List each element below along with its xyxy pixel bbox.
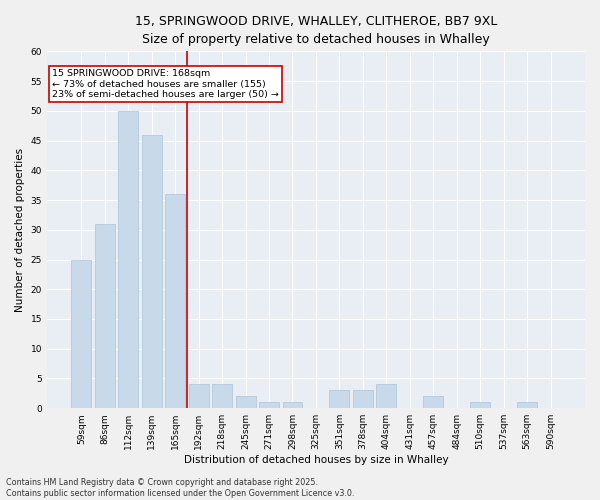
Bar	[71, 260, 91, 408]
Bar	[283, 402, 302, 408]
Bar	[212, 384, 232, 408]
Text: 15 SPRINGWOOD DRIVE: 168sqm
← 73% of detached houses are smaller (155)
23% of se: 15 SPRINGWOOD DRIVE: 168sqm ← 73% of det…	[52, 69, 279, 99]
Bar	[517, 402, 537, 408]
Bar	[188, 384, 209, 408]
Bar	[118, 111, 138, 408]
Bar	[142, 134, 162, 408]
Bar	[329, 390, 349, 408]
Bar	[353, 390, 373, 408]
Bar	[376, 384, 397, 408]
Text: Contains HM Land Registry data © Crown copyright and database right 2025.
Contai: Contains HM Land Registry data © Crown c…	[6, 478, 355, 498]
Y-axis label: Number of detached properties: Number of detached properties	[15, 148, 25, 312]
Title: 15, SPRINGWOOD DRIVE, WHALLEY, CLITHEROE, BB7 9XL
Size of property relative to d: 15, SPRINGWOOD DRIVE, WHALLEY, CLITHEROE…	[135, 15, 497, 46]
Bar	[423, 396, 443, 408]
X-axis label: Distribution of detached houses by size in Whalley: Distribution of detached houses by size …	[184, 455, 448, 465]
Bar	[259, 402, 279, 408]
Bar	[165, 194, 185, 408]
Bar	[470, 402, 490, 408]
Bar	[95, 224, 115, 408]
Bar	[236, 396, 256, 408]
